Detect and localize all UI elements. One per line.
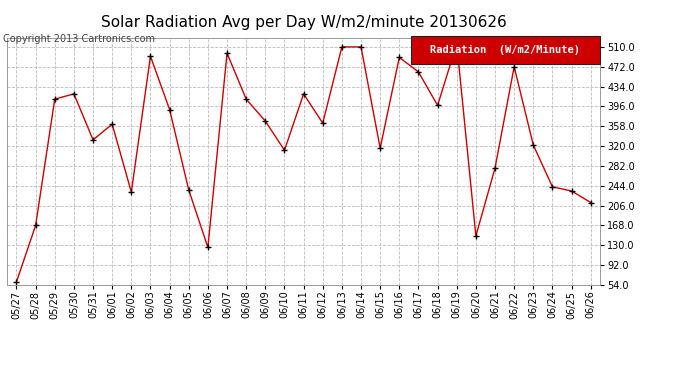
Text: Radiation  (W/m2/Minute): Radiation (W/m2/Minute)	[431, 45, 580, 55]
Text: Solar Radiation Avg per Day W/m2/minute 20130626: Solar Radiation Avg per Day W/m2/minute …	[101, 15, 506, 30]
Text: Copyright 2013 Cartronics.com: Copyright 2013 Cartronics.com	[3, 34, 155, 44]
